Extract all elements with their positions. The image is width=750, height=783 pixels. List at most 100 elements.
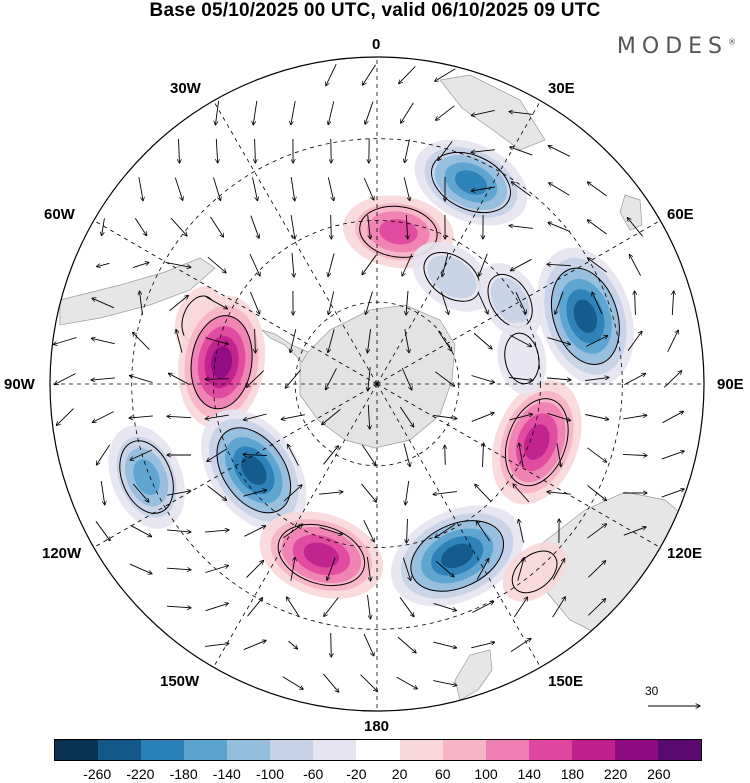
wind-vector — [319, 526, 343, 534]
wind-vector — [290, 215, 295, 239]
colorbar-labels: -260 -220 -180 -140 -100 -60 -20 20 60 100 140 180 2… — [54, 766, 702, 782]
colorbar-swatch — [399, 740, 443, 760]
wind-vector — [396, 676, 418, 689]
wind-vector — [471, 109, 495, 115]
wind-vector — [406, 214, 407, 239]
wind-vector — [207, 256, 226, 273]
wind-vector — [328, 329, 335, 352]
colorbar-tick-label: -20 — [346, 766, 367, 782]
colorbar-swatch — [528, 740, 572, 760]
anomaly-contour — [441, 543, 474, 569]
wind-vector — [319, 492, 343, 495]
wind-vector — [168, 373, 190, 386]
anomaly-contour — [303, 542, 340, 568]
wind-vector — [327, 177, 333, 200]
wind-vector — [547, 337, 571, 345]
wind-vector — [97, 262, 110, 266]
wind-vector — [290, 329, 297, 352]
wind-vector — [246, 370, 265, 388]
lon-label-150e: 150E — [548, 673, 584, 690]
wind-vector — [174, 177, 182, 201]
wind-vector — [435, 524, 456, 537]
wind-vector — [547, 264, 572, 265]
lon-label-150w: 150W — [160, 673, 200, 690]
wind-vector — [54, 373, 76, 385]
meridian-line — [213, 383, 378, 668]
height-contour-line — [410, 520, 505, 592]
wind-vector — [514, 597, 527, 618]
wind-vector — [401, 102, 414, 123]
wind-vector — [547, 412, 571, 420]
wind-vector — [440, 291, 448, 315]
wind-vector — [471, 642, 494, 649]
colorbar-swatch — [313, 740, 357, 760]
wind-vector — [243, 413, 267, 420]
wind-vector — [361, 444, 375, 465]
wind-vector — [360, 674, 378, 692]
wind-vector — [472, 602, 493, 613]
wind-vector — [363, 633, 374, 656]
wind-vector — [672, 291, 673, 316]
lon-label-120e: 120E — [667, 545, 703, 562]
wind-vector — [130, 376, 153, 383]
wind-vector — [252, 177, 258, 200]
wind-vector — [399, 66, 416, 83]
colorbar-swatch — [227, 740, 271, 760]
wind-vector — [477, 291, 488, 314]
wind-vector — [362, 255, 377, 274]
wind-vector — [100, 481, 105, 505]
wind-vector — [363, 520, 374, 542]
wind-vector — [661, 489, 685, 498]
height-contour-line — [359, 205, 438, 258]
wind-vector — [547, 492, 571, 495]
wind-vectors — [54, 64, 685, 692]
wind-vector — [433, 414, 457, 418]
wind-vector — [368, 367, 371, 391]
map-boundary — [49, 56, 705, 712]
wind-vector — [249, 291, 259, 314]
lon-label-30w: 30W — [170, 80, 201, 97]
colorbar-tick-label: 220 — [603, 766, 628, 782]
colorbar-tick-label: 260 — [647, 766, 671, 782]
wind-vector — [255, 138, 256, 163]
meridian-line — [213, 100, 378, 385]
wind-vector — [407, 518, 408, 543]
wind-vector — [635, 291, 636, 316]
wind-vector — [324, 597, 339, 617]
colorbar-swatch — [55, 740, 99, 760]
wind-vector — [433, 641, 456, 648]
height-contour-line — [431, 151, 511, 214]
wind-vector — [207, 485, 227, 501]
anomaly-contour — [427, 255, 477, 299]
wind-vector — [134, 218, 146, 235]
wind-vector — [166, 568, 191, 570]
anomaly-contour — [573, 299, 598, 334]
colorbar — [54, 739, 702, 761]
wind-vector — [546, 378, 571, 380]
wind-vector — [290, 177, 295, 201]
lon-label-90w: 90W — [4, 376, 35, 393]
lon-label-0: 0 — [372, 36, 381, 53]
wind-vector — [623, 527, 646, 536]
wind-vector — [283, 485, 302, 502]
wind-vector — [587, 258, 607, 273]
anomaly-contour — [490, 277, 530, 325]
madagascar — [619, 194, 643, 231]
wind-vector — [328, 101, 335, 124]
wind-vector — [433, 602, 457, 610]
wind-vector — [253, 101, 258, 125]
wind-vector — [586, 336, 607, 347]
colorbar-tick-label: -60 — [303, 766, 324, 782]
wind-vector — [476, 521, 491, 542]
wind-vector — [129, 563, 152, 574]
colorbar-tick-label: 140 — [517, 766, 541, 782]
wind-vector — [246, 561, 264, 578]
wind-vector — [510, 258, 532, 270]
colorbar-tick-label: 180 — [560, 766, 585, 782]
wind-vector — [92, 411, 114, 423]
colorbar-tick-label: 60 — [435, 766, 451, 782]
wind-vector — [281, 414, 305, 420]
meridian-line — [376, 220, 661, 385]
wind-vector — [282, 524, 303, 539]
anomaly-contour — [241, 455, 267, 486]
